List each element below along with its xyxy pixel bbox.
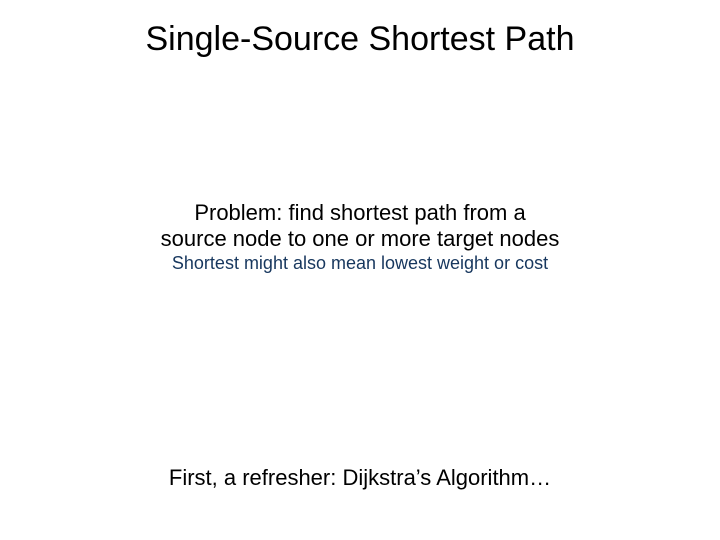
problem-line-1: Problem: find shortest path from a bbox=[0, 200, 720, 226]
subnote: Shortest might also mean lowest weight o… bbox=[0, 253, 720, 274]
slide-title: Single-Source Shortest Path bbox=[0, 20, 720, 59]
footer-line: First, a refresher: Dijkstra’s Algorithm… bbox=[0, 465, 720, 491]
slide: Single-Source Shortest Path Problem: fin… bbox=[0, 0, 720, 540]
problem-line-2: source node to one or more target nodes bbox=[0, 226, 720, 252]
